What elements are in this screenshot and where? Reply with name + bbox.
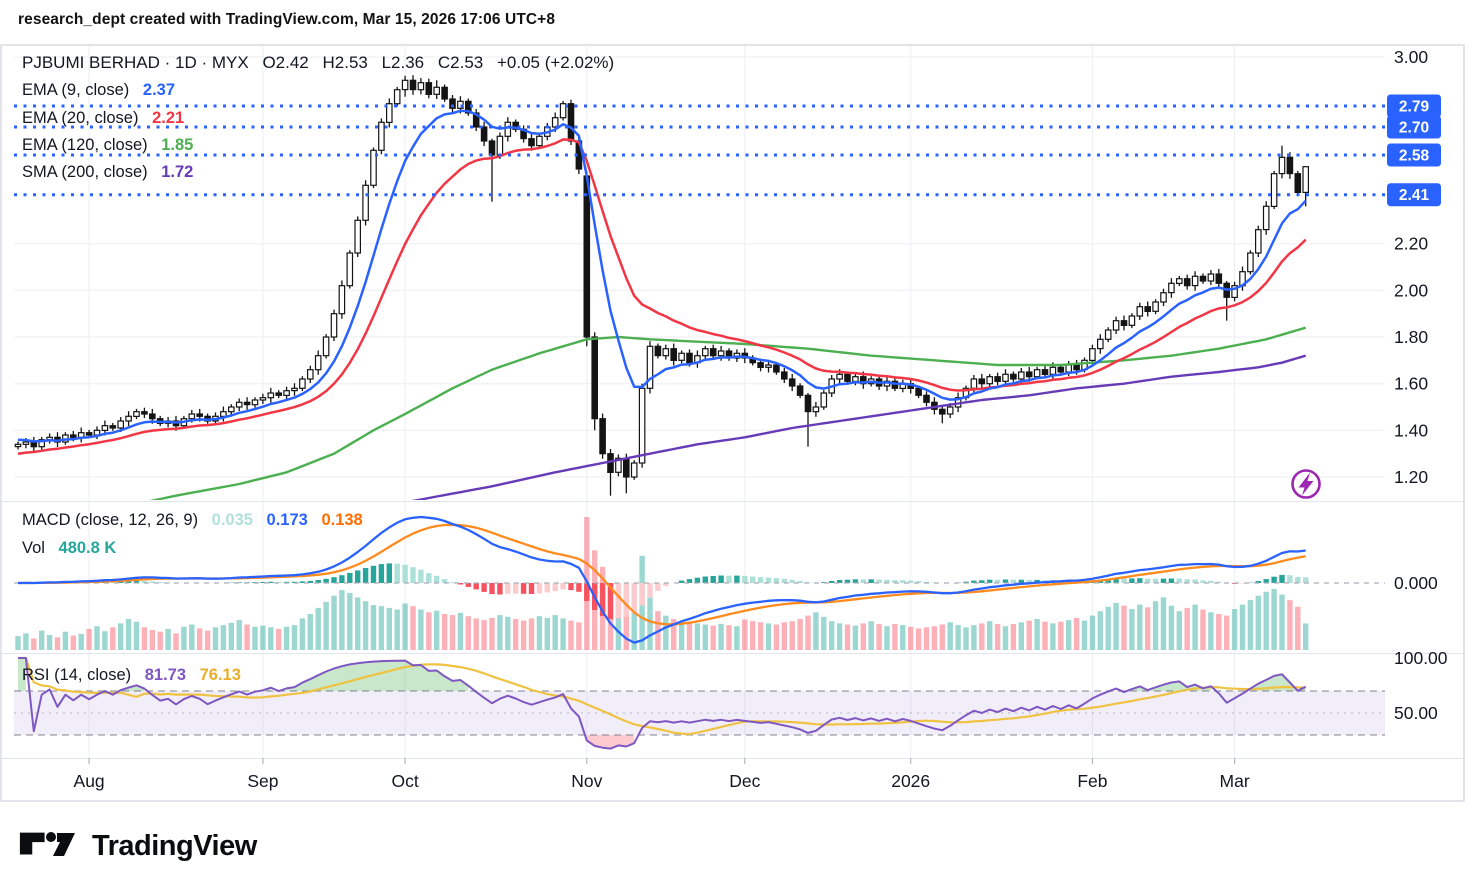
- svg-text:2.20: 2.20: [1394, 234, 1428, 254]
- svg-text:1.60: 1.60: [1394, 374, 1428, 394]
- candlestick-series: [14, 75, 1310, 496]
- symbol-legend[interactable]: PJBUMI BERHAD · 1D · MYX O2.42 H2.53 L2.…: [22, 53, 614, 73]
- vol-value: 480.8 K: [58, 539, 117, 557]
- legend-sma-200[interactable]: SMA (200, close) 1.72: [22, 163, 193, 182]
- vol-label: Vol: [22, 539, 45, 557]
- svg-text:Sep: Sep: [247, 771, 278, 791]
- svg-text:3.00: 3.00: [1394, 47, 1428, 67]
- rsi-value: 81.73: [144, 666, 187, 684]
- svg-text:2026: 2026: [891, 771, 930, 791]
- ema120-label: EMA (120, close): [22, 136, 148, 154]
- rsi-label: RSI (14, close): [22, 666, 132, 684]
- macd-signal-value: 0.138: [321, 511, 363, 529]
- pane-frame: [0, 44, 1465, 802]
- ema20-value: 2.21: [152, 109, 185, 127]
- ema9-value: 2.37: [142, 81, 176, 99]
- price-level-badges: 2.79 2.70 2.58 2.41: [1387, 94, 1441, 207]
- svg-text:2.41: 2.41: [1399, 187, 1430, 204]
- rsi-pane: [14, 656, 1385, 750]
- svg-text:Mar: Mar: [1220, 771, 1250, 791]
- svg-text:Feb: Feb: [1077, 771, 1107, 791]
- ohlc-close: C2.53: [437, 53, 484, 72]
- sma200-label: SMA (200, close): [22, 163, 148, 181]
- svg-text:Nov: Nov: [571, 771, 602, 791]
- ema9-label: EMA (9, close): [22, 81, 130, 99]
- header-attribution: research_dept created with TradingView.c…: [18, 11, 556, 28]
- moving-averages: [17, 109, 1307, 500]
- macd-label: MACD (close, 12, 26, 9): [22, 511, 199, 529]
- symbol-title: PJBUMI BERHAD · 1D · MYX: [22, 53, 249, 72]
- tradingview-wordmark: TradingView: [92, 829, 257, 862]
- svg-text:2.00: 2.00: [1394, 280, 1428, 300]
- svg-text:1.80: 1.80: [1394, 327, 1428, 347]
- ohlc-high: H2.53: [322, 53, 368, 72]
- sma200-value: 1.72: [161, 163, 194, 181]
- ema120-value: 1.85: [161, 136, 194, 154]
- macd-pane: [14, 515, 1385, 644]
- time-scale[interactable]: Aug Sep Oct Nov Dec 2026 Feb Mar: [74, 758, 1250, 791]
- svg-text:Aug: Aug: [74, 771, 105, 791]
- svg-text:2.70: 2.70: [1399, 120, 1429, 137]
- svg-text:2.58: 2.58: [1399, 148, 1430, 165]
- svg-text:0.000: 0.000: [1394, 573, 1438, 593]
- tradingview-logo-icon: [19, 832, 75, 856]
- macd-line-value: 0.173: [266, 511, 308, 529]
- svg-text:2.79: 2.79: [1399, 99, 1430, 116]
- legend-ema-120[interactable]: EMA (120, close) 1.85: [22, 136, 193, 155]
- svg-text:1.20: 1.20: [1394, 467, 1428, 487]
- tradingview-logo[interactable]: TradingView: [18, 826, 257, 866]
- macd-hist-value: 0.035: [211, 511, 253, 529]
- ohlc-open: O2.42: [262, 53, 309, 72]
- rsi-ma-value: 76.13: [199, 666, 241, 684]
- svg-text:1.40: 1.40: [1394, 420, 1428, 440]
- price-level-lines[interactable]: [14, 104, 1385, 197]
- ohlc-low: L2.36: [381, 53, 425, 72]
- legend-macd[interactable]: MACD (close, 12, 26, 9) 0.035 0.173 0.13…: [22, 511, 363, 530]
- svg-text:50.00: 50.00: [1394, 703, 1438, 723]
- svg-text:100.00: 100.00: [1394, 648, 1448, 668]
- price-scale[interactable]: 3.00 2.20 2.00 1.80 1.60 1.40 1.20 0.000 100.00 5…: [1394, 47, 1448, 723]
- lightning-icon: [1291, 469, 1321, 499]
- gridlines: [14, 45, 1385, 758]
- ohlc-change: +0.05 (+2.02%): [496, 53, 615, 72]
- legend-rsi[interactable]: RSI (14, close) 81.73 76.13: [22, 666, 241, 685]
- legend-ema-20[interactable]: EMA (20, close) 2.21: [22, 109, 184, 128]
- svg-text:Dec: Dec: [729, 771, 760, 791]
- legend-volume[interactable]: Vol 480.8 K: [22, 539, 116, 558]
- svg-text:Oct: Oct: [391, 771, 418, 791]
- legend-ema-9[interactable]: EMA (9, close) 2.37: [22, 81, 175, 100]
- ema20-label: EMA (20, close): [22, 109, 139, 127]
